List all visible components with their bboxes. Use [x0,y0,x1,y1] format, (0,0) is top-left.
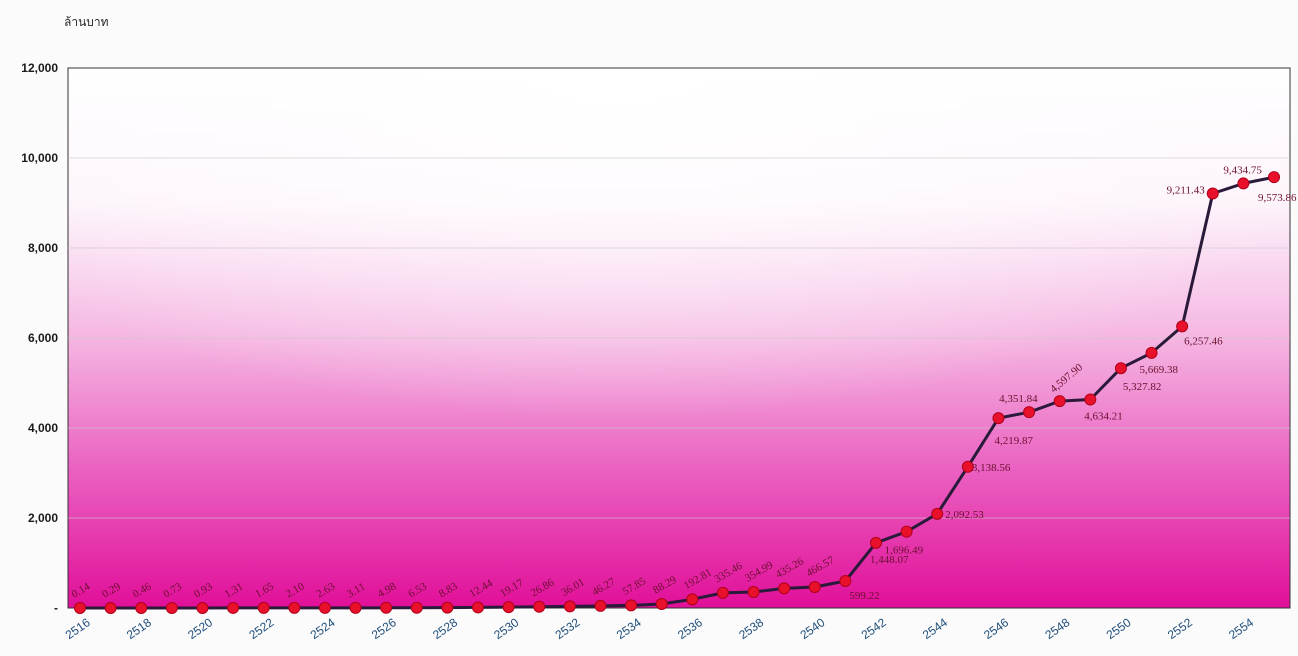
data-point [1176,320,1189,333]
y-axis-unit-label: ล้านบาท [64,15,109,29]
data-label: 4,634.21 [1084,410,1123,422]
data-point [1268,171,1280,184]
data-label: 1,696.49 [885,545,924,557]
data-point [165,601,178,614]
x-tick-label: 2526 [369,615,399,642]
data-point [778,582,791,595]
data-point [686,593,699,606]
x-tick-label: 2540 [798,615,828,642]
x-tick-label: 2544 [920,615,950,642]
y-tick-label: - [54,601,58,615]
data-label: 3,138.56 [972,462,1011,474]
x-tick-label: 2530 [491,615,521,642]
data-point [349,601,362,614]
x-tick-label: 2518 [124,615,154,642]
gridlines [68,157,1290,519]
data-point [1023,406,1036,419]
x-tick-label: 2552 [1165,615,1195,642]
data-label: 6,257.46 [1184,335,1223,347]
x-tick-label: 2550 [1104,615,1134,642]
x-tick-label: 2532 [553,615,583,642]
data-point [74,601,86,614]
data-label: 5,669.38 [1140,364,1179,376]
x-tick-label: 2554 [1226,615,1256,642]
x-tick-label: 2542 [859,615,889,642]
data-label: 9,211.43 [1167,184,1206,196]
x-tick-label: 2516 [63,615,93,642]
data-point [716,586,729,599]
data-label: 1,448.07 [870,554,909,566]
data-point [288,601,301,614]
data-point [196,601,209,614]
data-point [747,586,760,599]
series-line [80,175,1275,610]
data-label: 4,351.84 [999,393,1038,405]
data-point [839,575,852,588]
x-tick-label: 2548 [1042,615,1072,642]
data-label: 9,573.86 [1258,192,1297,204]
data-point [318,601,331,614]
data-point [1053,395,1066,408]
data-point [1114,362,1127,375]
y-tick-label: 8,000 [28,241,58,255]
data-point [380,601,393,614]
x-tick-label: 2522 [246,615,276,642]
y-tick-label: 10,000 [21,151,58,165]
data-point [870,536,882,549]
y-tick-label: 6,000 [28,331,58,345]
data-point [1237,177,1250,190]
data-label: 5,327.82 [1123,381,1162,393]
x-axis: 2516 2518 2520 2522 2524 2526 2528 2530 2532 2534… [63,615,1257,642]
x-tick-label: 2524 [308,615,338,642]
y-tick-label: 12,000 [21,61,58,75]
data-label: 2,092.53 [945,509,984,521]
y-axis: - 2,000 4,000 6,000 8,000 10,000 12,000 [21,61,58,615]
data-point [1084,393,1097,406]
series-polyline [80,175,1275,610]
data-point [257,601,270,614]
x-tick-label: 2534 [614,615,644,642]
data-label: 9,434.75 [1223,164,1262,176]
x-tick-label: 2536 [675,615,705,642]
data-point [1206,187,1219,200]
data-point [992,412,1005,425]
data-point [135,601,148,614]
data-point [1145,346,1158,359]
data-point [502,601,515,614]
data-point [410,601,423,614]
data-point [655,598,668,611]
data-point [104,601,117,614]
x-tick-label: 2538 [736,615,766,642]
x-tick-label: 2520 [185,615,215,642]
y-tick-label: 4,000 [28,421,58,435]
data-point [625,599,638,612]
data-point [441,601,454,614]
x-tick-label: 2546 [981,615,1011,642]
data-label: 4,219.87 [994,435,1033,447]
data-point [594,599,607,612]
data-markers [74,171,1280,614]
data-point [533,600,546,613]
data-point [961,460,974,473]
y-tick-label: 2,000 [28,511,58,525]
data-point [931,507,944,520]
x-tick-label: 2528 [430,615,460,642]
data-point [227,601,240,614]
data-point [900,525,913,538]
data-label: 599.22 [849,590,879,602]
data-point [563,600,576,613]
data-point [808,581,821,594]
data-point [472,601,484,614]
